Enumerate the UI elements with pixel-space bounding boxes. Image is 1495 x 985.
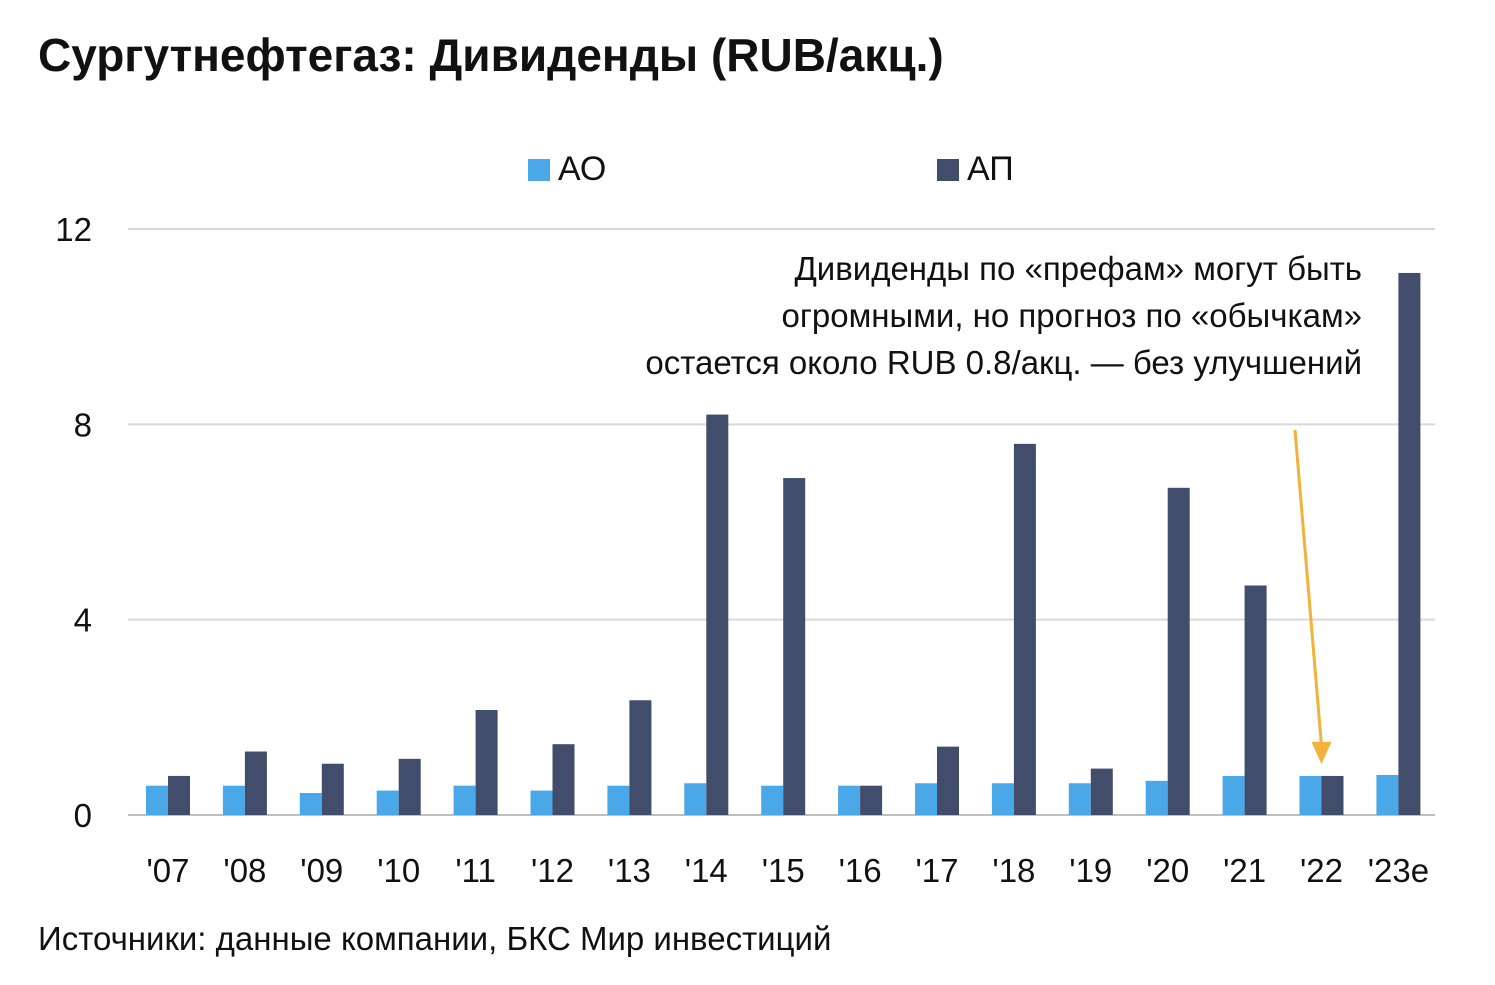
bar-ao xyxy=(222,785,245,815)
bar-ap xyxy=(860,785,883,815)
bar-ao xyxy=(299,793,322,815)
legend-item-ao: АО xyxy=(528,150,606,189)
bar-ao xyxy=(607,785,630,815)
bar-ap xyxy=(475,710,498,815)
bar-ao xyxy=(991,783,1014,815)
x-tick-label: '16 xyxy=(839,852,882,889)
x-tick-label: '07 xyxy=(146,852,189,889)
legend-item-ap: АП xyxy=(937,150,1014,189)
bar-ap xyxy=(1090,768,1113,815)
x-tick-label: '22 xyxy=(1300,852,1343,889)
bar-ap xyxy=(244,751,267,815)
bar-ap xyxy=(1398,272,1421,815)
bar-ao xyxy=(1068,783,1091,815)
x-tick-label: '10 xyxy=(377,852,420,889)
bar-ap xyxy=(1321,775,1344,815)
chart-title: Сургутнефтегаз: Дивиденды (RUB/акц.) xyxy=(38,29,944,81)
bar-ap xyxy=(1013,443,1036,815)
bar-ao xyxy=(761,785,784,815)
bar-ao xyxy=(1145,780,1168,815)
bar-ao xyxy=(1376,774,1399,815)
bar-ap xyxy=(1244,585,1267,815)
y-tick-label: 4 xyxy=(74,602,92,639)
x-tick-label: '13 xyxy=(608,852,651,889)
legend-swatch-ap xyxy=(937,158,959,181)
bar-ao xyxy=(838,785,861,815)
annotation-line: остается около RUB 0.8/акц. — без улучше… xyxy=(645,344,1362,381)
bar-ao xyxy=(530,790,553,815)
x-tick-label: '12 xyxy=(531,852,574,889)
source-note: Источники: данные компании, БКС Мир инве… xyxy=(38,920,832,957)
bar-ap xyxy=(1167,487,1190,815)
bar-ap xyxy=(706,414,729,815)
legend-label-ap: АП xyxy=(967,150,1014,188)
bar-ap xyxy=(783,478,806,815)
legend-swatch-ao xyxy=(528,158,550,181)
bar-ao xyxy=(915,783,937,815)
x-tick-label: '20 xyxy=(1146,852,1189,889)
x-tick-label: '11 xyxy=(455,852,496,889)
bar-ap xyxy=(321,763,344,815)
annotation-arrow-head xyxy=(1311,741,1332,764)
y-tick-label: 12 xyxy=(55,211,92,248)
bar-ao xyxy=(146,785,168,815)
bar-ap xyxy=(937,746,959,815)
x-tick-label: '09 xyxy=(300,852,343,889)
y-tick-label: 8 xyxy=(74,406,92,443)
bar-ap xyxy=(629,700,652,815)
x-tick-label: '21 xyxy=(1223,852,1266,889)
legend-label-ao: АО xyxy=(558,150,607,188)
x-tick-label: '08 xyxy=(223,852,266,889)
annotation-line: Дивиденды по «префам» могут быть xyxy=(794,250,1362,287)
bar-ao xyxy=(684,783,707,815)
bar-ap xyxy=(398,758,421,815)
bar-ao xyxy=(1222,775,1245,815)
x-tick-label: '19 xyxy=(1069,852,1112,889)
annotation-line: огромными, но прогноз по «обычкам» xyxy=(781,297,1362,334)
x-tick-label: '17 xyxy=(915,852,958,889)
annotation-arrow-shaft xyxy=(1293,429,1323,747)
bar-ap xyxy=(168,775,190,815)
y-tick-label: 0 xyxy=(74,797,92,834)
bar-ao xyxy=(453,785,476,815)
x-tick-label: '15 xyxy=(762,852,805,889)
bar-ao xyxy=(1299,775,1322,815)
x-tick-label: '18 xyxy=(992,852,1035,889)
x-tick-label: '14 xyxy=(685,852,728,889)
x-tick-label: '23e xyxy=(1368,852,1429,889)
bar-ao xyxy=(376,790,399,815)
bar-ap xyxy=(552,744,575,815)
